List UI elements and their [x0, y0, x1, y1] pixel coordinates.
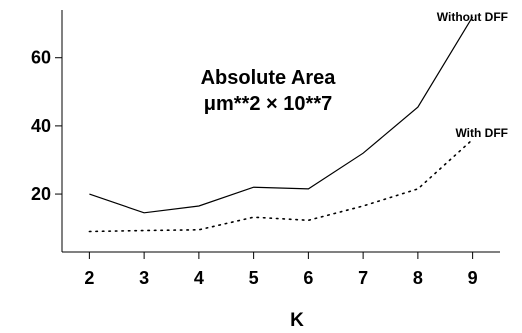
- x-tick-label-5: 5: [249, 268, 259, 288]
- labels-group: K Absolute Area μm**2 × 10**7 Without DF…: [201, 10, 508, 331]
- y-tick-label-20: 20: [31, 184, 51, 204]
- annotation-title-line1: Absolute Area: [201, 67, 337, 89]
- series-group: [88, 16, 474, 233]
- x-axis-label: K: [290, 310, 304, 331]
- x-tick-label-6: 6: [303, 268, 313, 288]
- x-tick-label-9: 9: [468, 268, 478, 288]
- x-tick-label-8: 8: [413, 268, 423, 288]
- x-tick-label-4: 4: [194, 268, 204, 288]
- ticks: 2 3 4 5 6 7 8 9 20 40 60: [31, 48, 478, 288]
- y-tick-label-40: 40: [31, 116, 51, 136]
- annotation-title-line2: μm**2 × 10**7: [204, 93, 332, 115]
- x-tick-label-2: 2: [84, 268, 94, 288]
- series-line-without-dff: [89, 16, 474, 214]
- series-label-without-dff: Without DFF: [437, 10, 508, 24]
- x-tick-label-7: 7: [358, 268, 368, 288]
- axes: [61, 10, 500, 253]
- x-tick-label-3: 3: [139, 268, 149, 288]
- series-line-with-dff: [88, 138, 474, 233]
- series-label-with-dff: With DFF: [455, 126, 508, 140]
- y-tick-label-60: 60: [31, 48, 51, 68]
